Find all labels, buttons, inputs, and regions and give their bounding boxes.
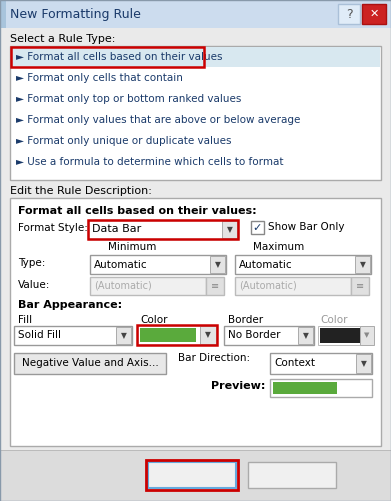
Text: ► Format only unique or duplicate values: ► Format only unique or duplicate values bbox=[16, 136, 231, 146]
Text: Format all cells based on their values:: Format all cells based on their values: bbox=[18, 206, 256, 216]
Text: OK: OK bbox=[183, 468, 201, 481]
Text: ✕: ✕ bbox=[369, 9, 379, 19]
Text: ▼: ▼ bbox=[205, 331, 211, 340]
Text: Edit the Rule Description:: Edit the Rule Description: bbox=[10, 186, 152, 196]
Bar bbox=[235, 277, 351, 295]
Bar bbox=[90, 255, 226, 274]
Bar bbox=[10, 46, 381, 180]
Text: Maximum: Maximum bbox=[253, 242, 304, 252]
Text: ▼: ▼ bbox=[303, 331, 309, 340]
Bar bbox=[356, 354, 371, 373]
Text: ▼: ▼ bbox=[361, 359, 367, 368]
Bar bbox=[137, 325, 217, 345]
Text: Bar Direction:: Bar Direction: bbox=[178, 353, 250, 363]
Bar bbox=[270, 379, 372, 397]
Bar bbox=[298, 327, 313, 344]
Text: (Automatic): (Automatic) bbox=[239, 281, 297, 291]
Text: Show Bar Only: Show Bar Only bbox=[268, 222, 344, 232]
Text: Border: Border bbox=[228, 315, 263, 325]
Text: ▼: ▼ bbox=[121, 331, 127, 340]
Bar bbox=[224, 326, 314, 345]
Text: Cancel: Cancel bbox=[272, 468, 312, 481]
Text: Automatic: Automatic bbox=[94, 260, 148, 270]
Text: ≡: ≡ bbox=[211, 281, 219, 291]
Bar bbox=[0, 450, 391, 501]
Text: Fill: Fill bbox=[18, 315, 32, 325]
Text: Preview:: Preview: bbox=[211, 381, 265, 391]
Bar bbox=[88, 220, 238, 239]
Bar bbox=[148, 462, 236, 488]
Bar bbox=[88, 220, 238, 239]
Text: Select a Rule Type:: Select a Rule Type: bbox=[10, 34, 115, 44]
Text: Solid Fill: Solid Fill bbox=[18, 331, 61, 341]
Text: ?: ? bbox=[346, 8, 352, 21]
Text: Minimum: Minimum bbox=[108, 242, 156, 252]
Bar bbox=[270, 353, 372, 374]
Bar bbox=[222, 221, 237, 238]
Bar bbox=[11, 47, 380, 67]
Bar bbox=[355, 256, 370, 273]
Text: Value:: Value: bbox=[18, 280, 50, 290]
Text: Automatic: Automatic bbox=[239, 260, 292, 270]
Bar bbox=[351, 277, 369, 295]
Text: ► Format only cells that contain: ► Format only cells that contain bbox=[16, 73, 183, 83]
Bar bbox=[0, 0, 391, 28]
Bar bbox=[140, 328, 196, 342]
Text: ► Format only values that are above or below average: ► Format only values that are above or b… bbox=[16, 115, 300, 125]
Bar bbox=[248, 462, 336, 488]
Text: ✓: ✓ bbox=[253, 222, 262, 232]
Text: ≡: ≡ bbox=[356, 281, 364, 291]
Bar bbox=[14, 326, 132, 345]
Text: ► Use a formula to determine which cells to format: ► Use a formula to determine which cells… bbox=[16, 157, 283, 167]
Text: Bar Appearance:: Bar Appearance: bbox=[18, 300, 122, 310]
Bar bbox=[11, 47, 204, 67]
Bar bbox=[338, 4, 360, 24]
Text: ► Format only top or bottom ranked values: ► Format only top or bottom ranked value… bbox=[16, 94, 241, 104]
Text: ► Format all cells based on their values: ► Format all cells based on their values bbox=[16, 52, 222, 62]
Text: ▼: ▼ bbox=[360, 260, 366, 269]
Bar bbox=[251, 221, 264, 234]
Bar bbox=[362, 4, 386, 24]
Bar bbox=[138, 326, 200, 344]
Bar bbox=[210, 256, 225, 273]
Text: Context: Context bbox=[274, 359, 315, 369]
Text: Negative Value and Axis...: Negative Value and Axis... bbox=[22, 359, 158, 369]
Text: Data Bar: Data Bar bbox=[92, 224, 141, 234]
Bar bbox=[318, 326, 370, 345]
Bar bbox=[200, 326, 216, 344]
Bar bbox=[206, 277, 224, 295]
Text: Format Style:: Format Style: bbox=[18, 223, 88, 233]
Bar bbox=[146, 460, 238, 490]
Bar bbox=[0, 0, 6, 28]
Text: ▼: ▼ bbox=[215, 260, 221, 269]
Bar bbox=[116, 327, 131, 344]
Text: (Automatic): (Automatic) bbox=[94, 281, 152, 291]
Bar bbox=[235, 255, 371, 274]
Text: ▼: ▼ bbox=[227, 225, 233, 234]
Text: Type:: Type: bbox=[18, 258, 45, 268]
Text: No Border: No Border bbox=[228, 331, 280, 341]
Bar bbox=[0, 450, 391, 451]
Bar bbox=[14, 353, 166, 374]
Bar bbox=[320, 328, 360, 343]
Bar bbox=[360, 326, 374, 345]
Text: New Formatting Rule: New Formatting Rule bbox=[10, 8, 141, 21]
Bar bbox=[273, 382, 337, 394]
Bar bbox=[90, 277, 206, 295]
Text: ▼: ▼ bbox=[364, 333, 369, 339]
Text: Color: Color bbox=[140, 315, 167, 325]
Text: Color: Color bbox=[320, 315, 348, 325]
Bar bbox=[10, 198, 381, 446]
